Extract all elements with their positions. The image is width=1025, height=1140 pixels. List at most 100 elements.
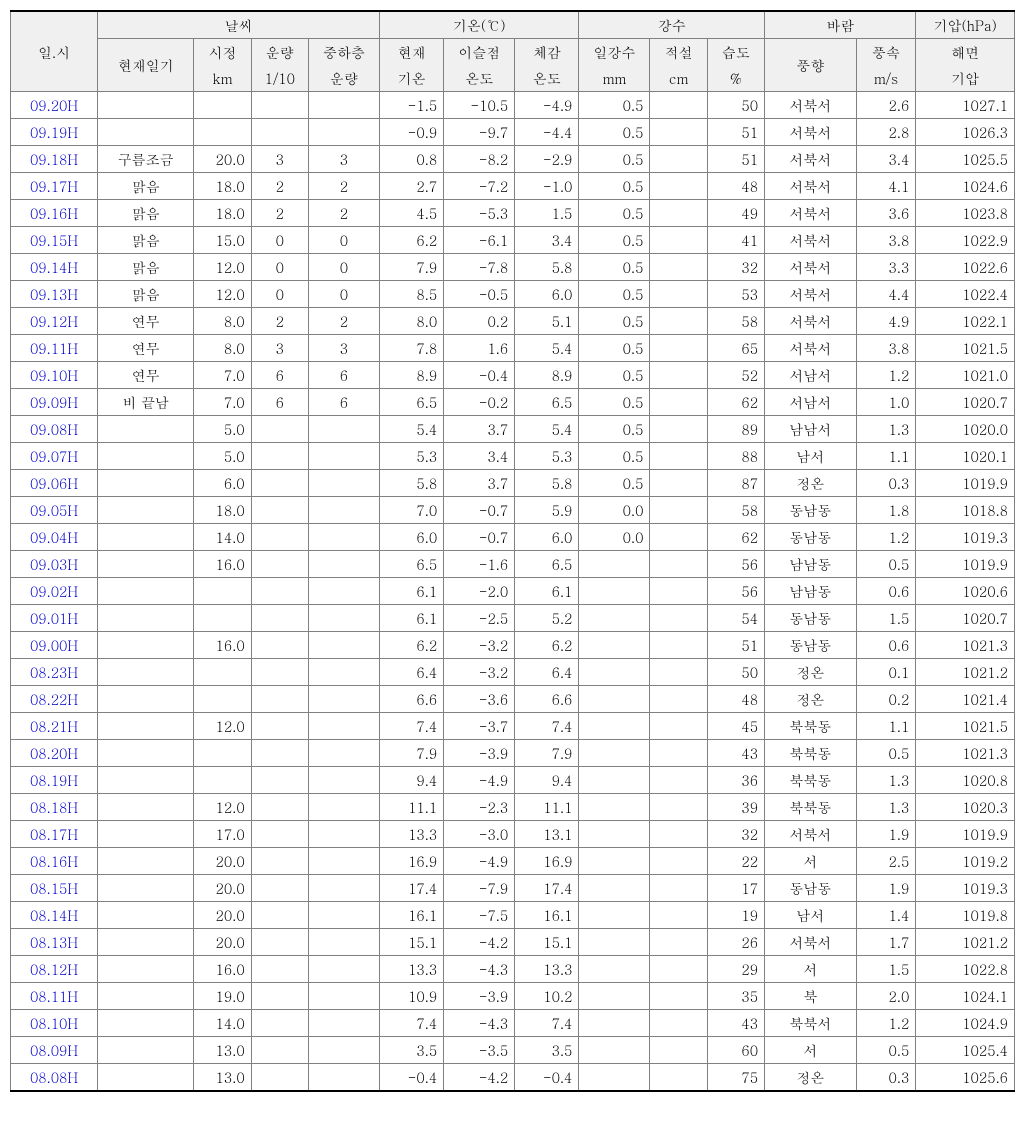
cell-feelslike: 13.1 [515, 821, 579, 848]
cell-rain: 0.5 [579, 200, 650, 227]
header-snow-1: 적설 [650, 39, 707, 66]
cell-time[interactable]: 09.11H [11, 335, 98, 362]
cell-time[interactable]: 09.00H [11, 632, 98, 659]
cell-wind-dir: 서북서 [765, 821, 857, 848]
cell-visibility: 19.0 [194, 983, 251, 1010]
cell-dewpoint: -4.3 [444, 1010, 515, 1037]
cell-temp: 6.1 [380, 578, 444, 605]
cell-rain: 0.5 [579, 416, 650, 443]
cell-cloud [251, 1010, 308, 1037]
header-snow-2: cm [650, 65, 707, 92]
cell-visibility: 16.0 [194, 551, 251, 578]
cell-humidity: 26 [707, 929, 764, 956]
table-row: 08.23H6.4-3.26.450정온0.11021.2 [11, 659, 1015, 686]
cell-snow [650, 524, 707, 551]
cell-wind-speed: 4.1 [856, 173, 916, 200]
cell-snow [650, 821, 707, 848]
cell-feelslike: 5.9 [515, 497, 579, 524]
cell-snow [650, 362, 707, 389]
cell-time[interactable]: 08.10H [11, 1010, 98, 1037]
cell-humidity: 45 [707, 713, 764, 740]
cell-time[interactable]: 09.06H [11, 470, 98, 497]
cell-wind-speed: 4.4 [856, 281, 916, 308]
cell-time[interactable]: 09.18H [11, 146, 98, 173]
cell-visibility: 5.0 [194, 416, 251, 443]
cell-temp: 7.8 [380, 335, 444, 362]
cell-time[interactable]: 08.19H [11, 767, 98, 794]
cell-time[interactable]: 09.05H [11, 497, 98, 524]
cell-time[interactable]: 09.02H [11, 578, 98, 605]
cell-cloud [251, 1037, 308, 1064]
cell-time[interactable]: 08.17H [11, 821, 98, 848]
table-row: 09.17H맑음18.0222.7-7.2-1.00.548서북서4.11024… [11, 173, 1015, 200]
cell-time[interactable]: 09.20H [11, 92, 98, 119]
cell-pressure: 1023.8 [916, 200, 1015, 227]
cell-time[interactable]: 09.16H [11, 200, 98, 227]
cell-weather [98, 875, 194, 902]
cell-snow [650, 605, 707, 632]
cell-time[interactable]: 08.14H [11, 902, 98, 929]
header-temp-1: 현재 [380, 39, 444, 66]
cell-time[interactable]: 08.11H [11, 983, 98, 1010]
cell-feelslike: 15.1 [515, 929, 579, 956]
cell-humidity: 32 [707, 821, 764, 848]
cell-time[interactable]: 08.23H [11, 659, 98, 686]
cell-temp: 11.1 [380, 794, 444, 821]
cell-time[interactable]: 08.12H [11, 956, 98, 983]
cell-humidity: 29 [707, 956, 764, 983]
cell-time[interactable]: 09.03H [11, 551, 98, 578]
cell-pressure: 1019.3 [916, 524, 1015, 551]
cell-temp: 3.5 [380, 1037, 444, 1064]
cell-dewpoint: -3.9 [444, 983, 515, 1010]
cell-time[interactable]: 09.08H [11, 416, 98, 443]
cell-time[interactable]: 09.07H [11, 443, 98, 470]
cell-wind-speed: 1.5 [856, 605, 916, 632]
cell-pressure: 1026.3 [916, 119, 1015, 146]
cell-feelslike: 5.3 [515, 443, 579, 470]
cell-time[interactable]: 08.13H [11, 929, 98, 956]
cell-time[interactable]: 09.01H [11, 605, 98, 632]
cell-cloud-mid [308, 740, 379, 767]
cell-pressure: 1019.9 [916, 551, 1015, 578]
cell-time[interactable]: 09.04H [11, 524, 98, 551]
table-header: 일.시 날씨 기온(℃) 강수 바람 기압(hPa) 현재일기 시정 운량 중하… [11, 11, 1015, 92]
cell-weather [98, 956, 194, 983]
cell-time[interactable]: 09.14H [11, 254, 98, 281]
cell-visibility: 20.0 [194, 902, 251, 929]
cell-time[interactable]: 08.18H [11, 794, 98, 821]
cell-pressure: 1021.0 [916, 362, 1015, 389]
cell-temp: 7.0 [380, 497, 444, 524]
cell-time[interactable]: 08.15H [11, 875, 98, 902]
cell-time[interactable]: 09.09H [11, 389, 98, 416]
cell-time[interactable]: 09.13H [11, 281, 98, 308]
cell-time[interactable]: 09.15H [11, 227, 98, 254]
cell-time[interactable]: 08.09H [11, 1037, 98, 1064]
cell-weather [98, 740, 194, 767]
cell-cloud-mid [308, 1037, 379, 1064]
cell-temp: 5.8 [380, 470, 444, 497]
cell-snow [650, 551, 707, 578]
cell-dewpoint: -4.9 [444, 767, 515, 794]
cell-time[interactable]: 08.22H [11, 686, 98, 713]
cell-time[interactable]: 08.16H [11, 848, 98, 875]
cell-pressure: 1022.4 [916, 281, 1015, 308]
cell-snow [650, 497, 707, 524]
cell-humidity: 36 [707, 767, 764, 794]
cell-time[interactable]: 08.08H [11, 1064, 98, 1092]
cell-temp: 6.0 [380, 524, 444, 551]
cell-wind-dir: 동남동 [765, 875, 857, 902]
cell-wind-speed: 1.3 [856, 416, 916, 443]
cell-time[interactable]: 09.12H [11, 308, 98, 335]
cell-cloud [251, 497, 308, 524]
cell-time[interactable]: 09.17H [11, 173, 98, 200]
cell-time[interactable]: 09.10H [11, 362, 98, 389]
cell-dewpoint: 3.7 [444, 470, 515, 497]
cell-pressure: 1024.1 [916, 983, 1015, 1010]
cell-time[interactable]: 08.20H [11, 740, 98, 767]
cell-feelslike: 6.5 [515, 551, 579, 578]
cell-time[interactable]: 09.19H [11, 119, 98, 146]
cell-cloud [251, 740, 308, 767]
cell-cloud: 0 [251, 281, 308, 308]
cell-cloud-mid [308, 983, 379, 1010]
cell-time[interactable]: 08.21H [11, 713, 98, 740]
